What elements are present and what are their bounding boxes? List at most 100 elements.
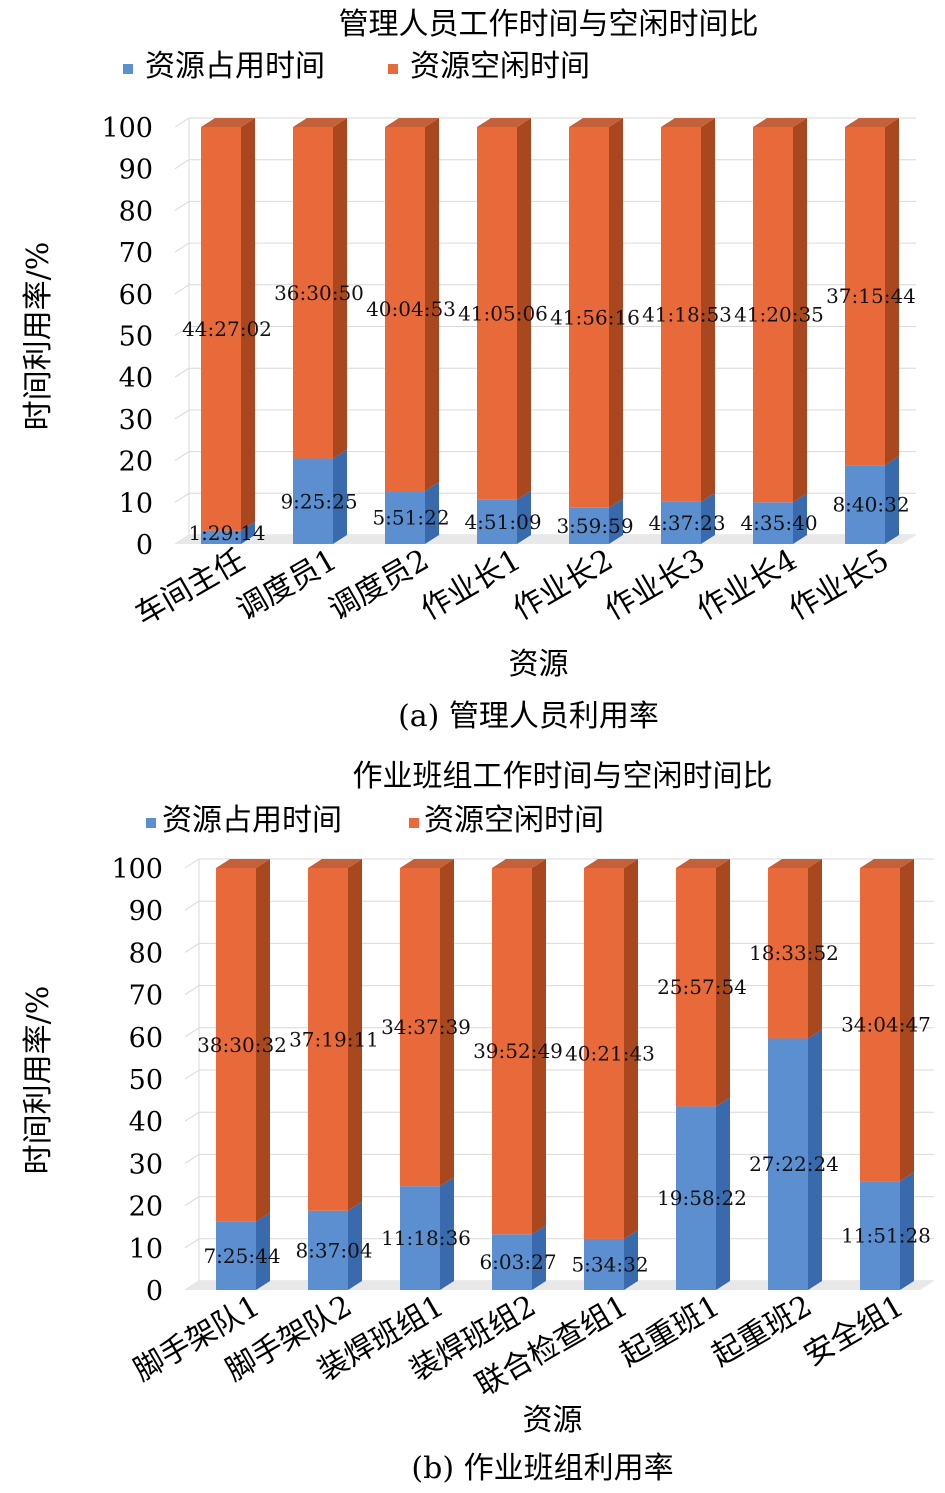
chart-title: 管理人员工作时间与空闲时间比 — [339, 7, 759, 42]
y-tick-label: 50 — [119, 322, 153, 353]
data-label-idle: 40:21:43 — [565, 1041, 655, 1065]
bar-occupied — [676, 1106, 716, 1290]
bar-occupied-side — [256, 1212, 270, 1290]
x-category-label: 调度员1 — [231, 543, 343, 628]
y-tick-label: 90 — [129, 896, 163, 927]
bar-stack-5: 3:59:59 41:56:16 — [550, 118, 640, 544]
bar-occupied-side — [532, 1225, 546, 1290]
data-label-occupied: 19:58:22 — [657, 1186, 747, 1210]
bar-idle — [569, 127, 609, 508]
gridline-side — [184, 1196, 200, 1207]
data-label-idle: 18:33:52 — [749, 941, 839, 965]
data-label-idle: 36:30:50 — [274, 281, 364, 305]
bar-idle — [477, 127, 517, 500]
bar-occupied — [400, 1186, 440, 1290]
x-category-label: 起重班2 — [706, 1289, 818, 1374]
data-label-occupied: 5:51:22 — [372, 506, 449, 530]
gridline-side — [174, 367, 190, 378]
bar-stack-2: 8:37:04 37:19:11 — [289, 859, 379, 1290]
bar-idle — [308, 868, 348, 1211]
bar-stack-3: 11:18:36 34:37:39 — [381, 859, 471, 1290]
gridline-side — [184, 942, 200, 953]
y-tick-label: 70 — [119, 238, 153, 269]
gridline-side — [184, 858, 200, 869]
bar-occupied-side — [241, 521, 255, 544]
bar-top — [753, 118, 807, 127]
bar-stack-5: 5:34:32 40:21:43 — [565, 859, 655, 1290]
x-category-label: 作业长5 — [783, 543, 895, 628]
x-category-label: 起重班1 — [614, 1289, 726, 1374]
y-tick-label: 30 — [129, 1149, 163, 1180]
legend-swatch-occupied — [146, 818, 156, 828]
gridline-side — [184, 1238, 200, 1249]
bar-occupied-side — [900, 1172, 914, 1290]
bar-occupied — [492, 1234, 532, 1290]
bar-idle-side — [793, 118, 807, 503]
y-tick-label: 80 — [119, 196, 153, 227]
y-tick-label: 90 — [119, 155, 153, 186]
gridline-side — [174, 451, 190, 462]
data-label-occupied: 8:40:32 — [832, 493, 909, 517]
data-label-idle: 41:56:16 — [550, 305, 640, 329]
bar-idle-side — [624, 859, 638, 1239]
y-tick-label: 80 — [129, 938, 163, 969]
bar-top — [569, 118, 623, 127]
legend-label-occupied: 资源占用时间 — [162, 803, 342, 838]
bar-idle — [845, 127, 885, 466]
y-axis-title: 时间利用率/% — [21, 986, 56, 1175]
data-label-idle: 25:57:54 — [657, 975, 747, 999]
gridline-side — [174, 200, 190, 211]
data-label-occupied: 5:34:32 — [571, 1252, 648, 1276]
bar-idle-side — [241, 118, 255, 531]
data-label-idle: 41:20:35 — [734, 303, 824, 327]
data-label-occupied: 8:37:04 — [295, 1238, 372, 1262]
bar-top — [477, 118, 531, 127]
bar-occupied — [308, 1210, 348, 1290]
bar-occupied — [661, 501, 701, 544]
data-label-idle: 39:52:49 — [473, 1039, 563, 1063]
bar-stack-2: 9:25:25 36:30:50 — [274, 118, 364, 544]
x-axis-title: 资源 — [509, 647, 569, 682]
y-tick-label: 100 — [111, 854, 163, 885]
y-tick-label: 60 — [119, 280, 153, 311]
gridline-side — [184, 1153, 200, 1164]
legend-swatch-idle — [388, 64, 398, 74]
data-label-idle: 37:19:11 — [289, 1027, 379, 1051]
bar-idle — [768, 868, 808, 1039]
floor — [175, 535, 916, 544]
y-tick-label: 0 — [146, 1276, 163, 1307]
gridline-side — [184, 1069, 200, 1080]
data-label-occupied: 11:51:28 — [841, 1224, 931, 1248]
bar-idle — [216, 868, 256, 1222]
bar-idle-side — [532, 859, 546, 1235]
bar-idle — [584, 868, 624, 1239]
bar-occupied-side — [624, 1229, 638, 1290]
bar-idle — [860, 868, 900, 1182]
data-label-occupied: 4:51:09 — [464, 510, 541, 534]
bar-stack-7: 4:35:40 41:20:35 — [734, 118, 824, 544]
data-label-idle: 34:04:47 — [841, 1013, 931, 1037]
gridline-side — [174, 284, 190, 295]
x-category-label: 作业长3 — [599, 543, 711, 628]
bar-occupied — [477, 499, 517, 544]
bar-stack-1: 1:29:14 44:27:02 — [182, 118, 272, 545]
bar-occupied-side — [701, 492, 715, 544]
chart-title: 作业班组工作时间与空闲时间比 — [353, 759, 773, 794]
floor — [185, 1281, 934, 1290]
bar-occupied — [860, 1181, 900, 1290]
bar-stack-1: 7:25:44 38:30:32 — [197, 859, 287, 1290]
bar-idle — [492, 868, 532, 1235]
bar-occupied — [293, 458, 333, 544]
y-tick-label: 30 — [119, 405, 153, 436]
bar-idle — [676, 868, 716, 1107]
bar-idle-side — [900, 859, 914, 1182]
bar-idle-side — [348, 859, 362, 1211]
bar-stack-6: 19:58:22 25:57:54 — [657, 859, 747, 1290]
data-label-occupied: 11:18:36 — [381, 1226, 471, 1250]
y-tick-label: 50 — [129, 1065, 163, 1096]
gridline-side — [174, 326, 190, 336]
bar-top — [676, 859, 730, 868]
bar-stack-6: 4:37:23 41:18:53 — [642, 118, 732, 544]
bar-occupied — [385, 491, 425, 544]
bar-occupied-side — [885, 456, 899, 544]
